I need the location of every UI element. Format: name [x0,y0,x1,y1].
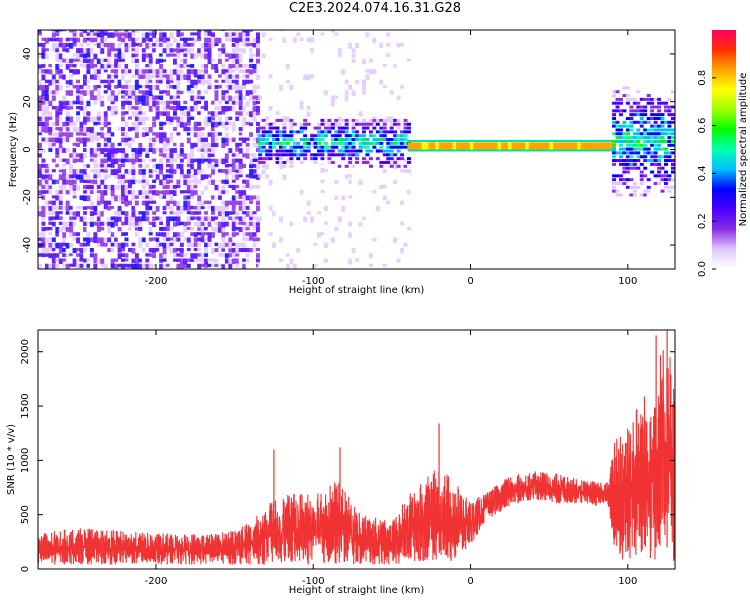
y-tick-label: 2000 [20,339,31,364]
x-tick-label: 0 [467,276,473,287]
spectrogram-region [258,30,411,269]
spectrogram-region [612,86,675,197]
snr-frame [37,329,676,570]
y-axis-label: SNR (10 * v/v) [6,424,17,495]
x-tick-label: 100 [618,276,637,287]
spectrogram-region [258,118,411,168]
x-tick-label: -200 [145,276,168,287]
y-tick-label: 40 [22,48,33,61]
chart-title: C2E3.2024.074.16.31.G28 [288,1,462,16]
y-tick-label: 20 [22,95,33,108]
x-tick-label: -200 [145,576,168,587]
spectrogram-region [407,139,616,152]
y-axis-label: Frequency (Hz) [8,112,19,188]
colorbar-tick-label: 0.0 [697,261,708,277]
colorbar-tick-label: 0.4 [697,165,708,181]
snr-line [38,350,675,565]
colorbar-tick-label: 0.6 [697,118,708,134]
x-tick-label: -100 [302,276,325,287]
x-tick-label: -100 [302,576,325,587]
colorbar: 0.0 0.2 0.4 0.6 0.8 Normalized spectral ampli… [697,30,749,277]
y-tick-label: -20 [22,189,33,205]
x-axis-label: Height of straight line (km) [289,285,425,296]
y-tick-label: 0 [22,146,33,152]
y-tick-label: 1000 [20,448,31,473]
y-tick-label: 0 [20,566,31,572]
x-axis-label: Height of straight line (km) [289,585,425,596]
spectrogram-region [38,30,260,269]
spectrogram-cells [38,30,675,269]
y-tick-label: 1500 [20,393,31,418]
colorbar-tick-label: 0.2 [697,213,708,229]
colorbar-tick-label: 0.8 [697,70,708,86]
y-tick-label: -40 [22,237,33,253]
x-tick-label: 0 [467,576,473,587]
colorbar-gradient [712,30,736,269]
y-tick-label: 500 [20,505,31,524]
x-tick-label: 100 [618,576,637,587]
colorbar-label: Normalized spectral amplitude [738,73,749,227]
snr-series [38,330,675,565]
